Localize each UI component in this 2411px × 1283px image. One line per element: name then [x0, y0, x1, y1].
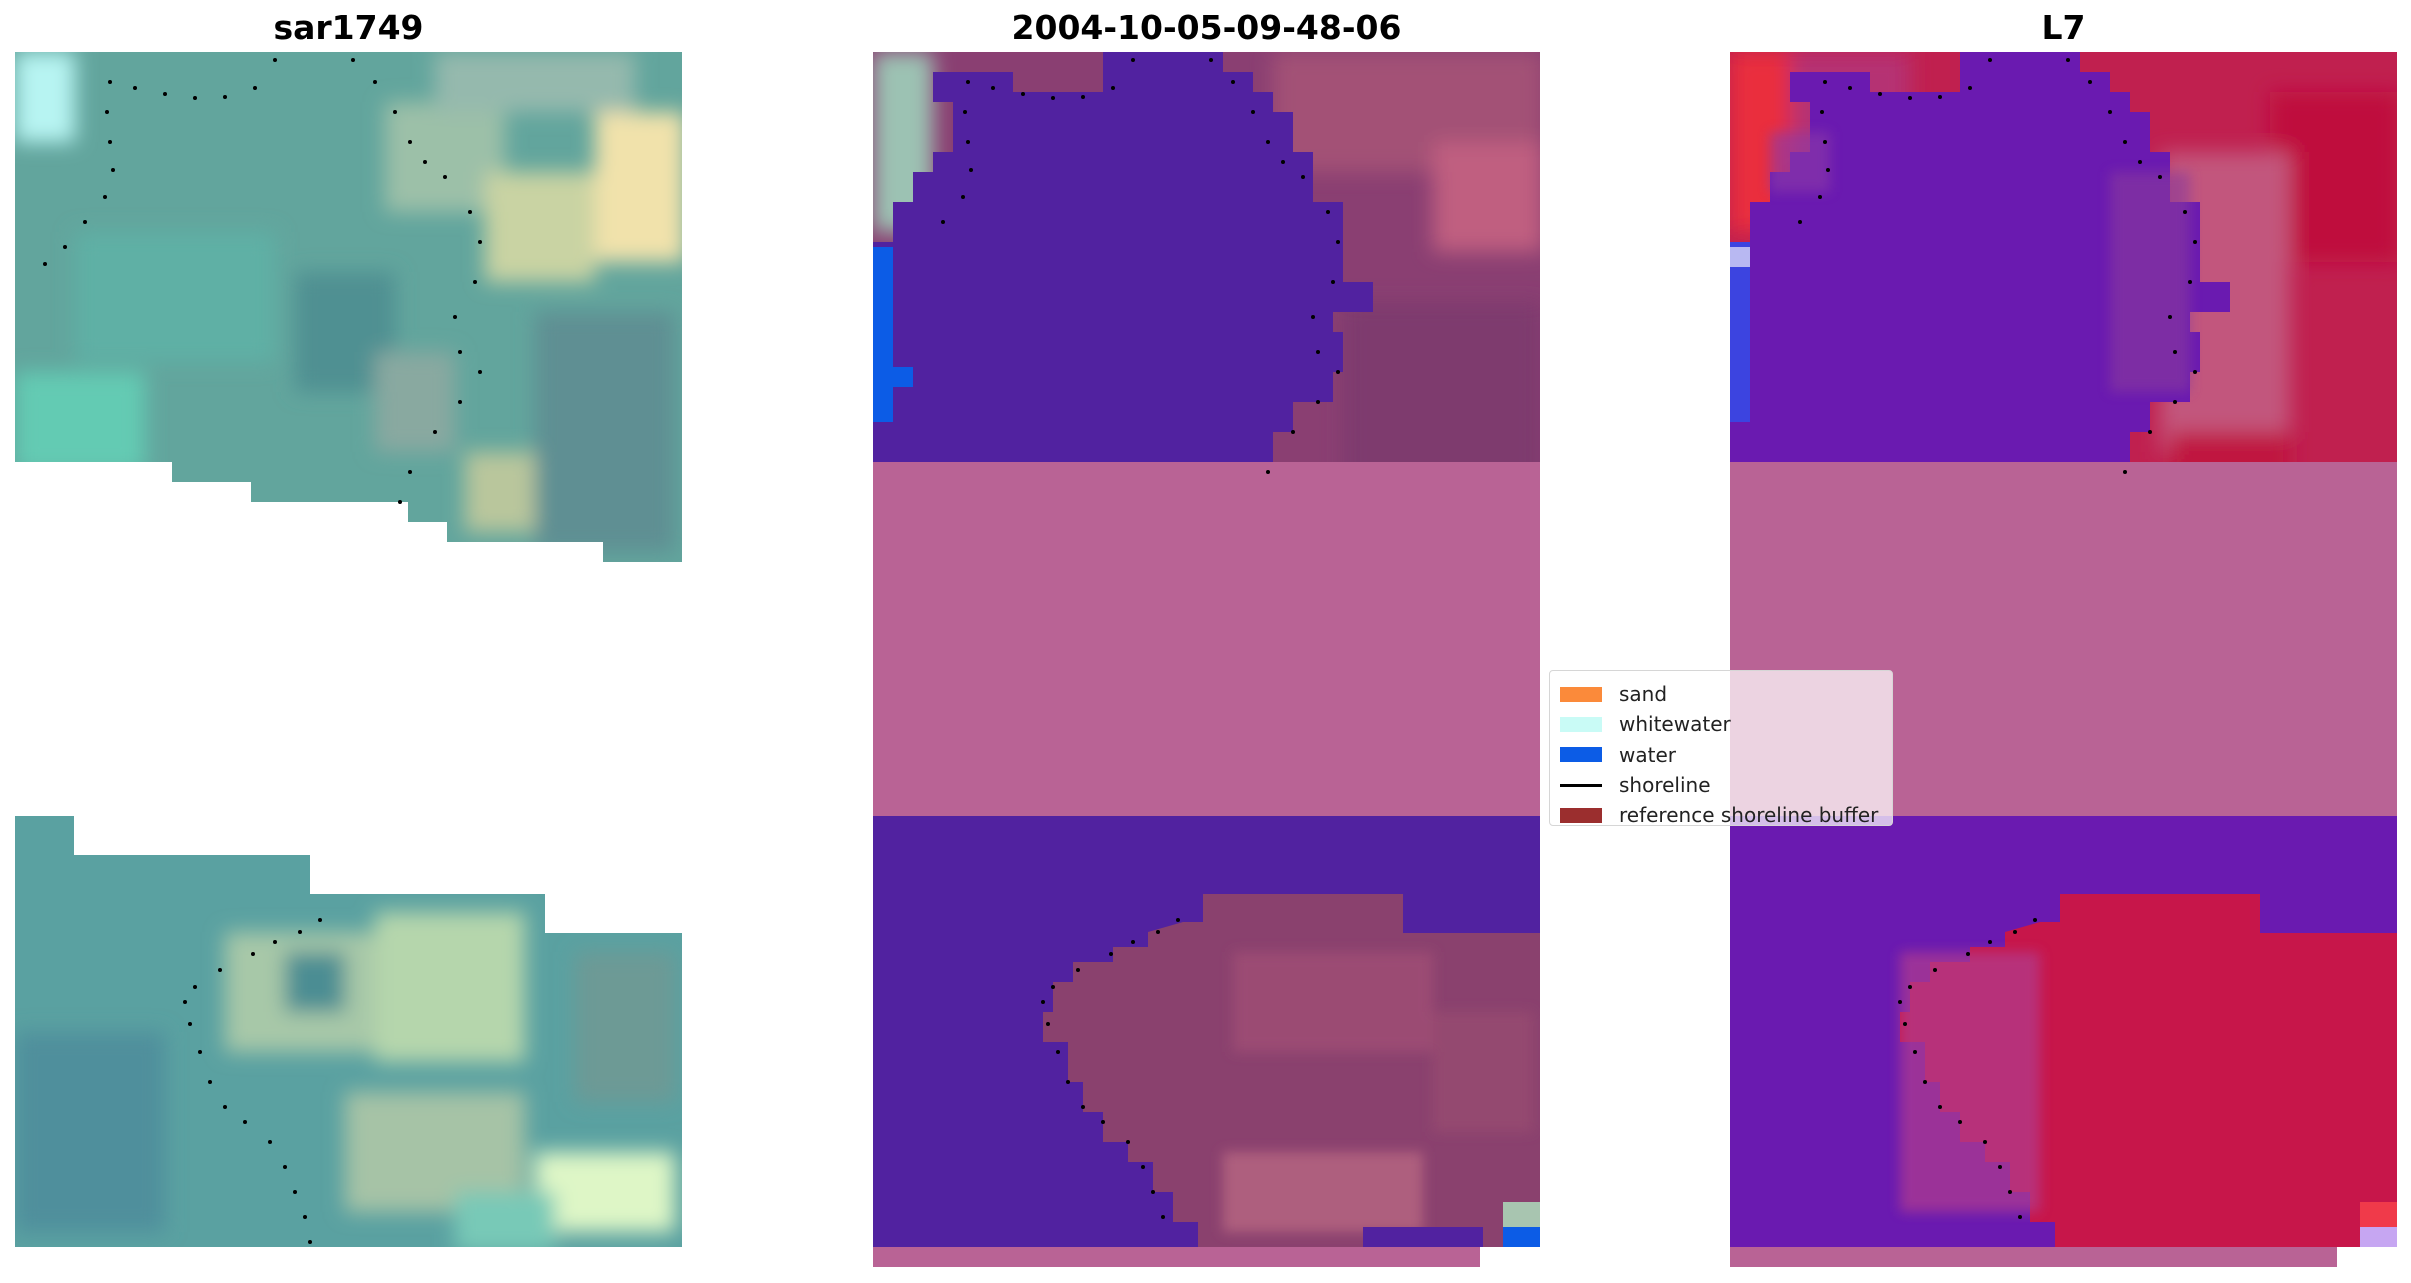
water-swatch: [1560, 747, 1602, 763]
whitewater-swatch: [1560, 716, 1602, 732]
classified-image-panel: [873, 52, 1540, 1272]
legend-item-sand: sand: [1560, 679, 1882, 709]
rgb-image: [15, 52, 682, 1247]
legend-item-shoreline: shoreline: [1560, 770, 1882, 800]
legend-item-water: water: [1560, 740, 1882, 770]
legend-label-reference-buffer: reference shoreline buffer: [1619, 803, 1879, 828]
legend-label-water: water: [1619, 742, 1676, 767]
legend-label-sand: sand: [1619, 682, 1668, 707]
legend-label-shoreline: shoreline: [1619, 773, 1711, 798]
shoreline-line-swatch: [1560, 783, 1602, 787]
classified-image: [873, 52, 1540, 1267]
sand-swatch: [1560, 686, 1602, 702]
legend: sand whitewater water shoreline referenc…: [1549, 670, 1893, 827]
legend-item-whitewater: whitewater: [1560, 709, 1882, 739]
rgb-image-panel: [15, 52, 682, 1262]
panel-title-index: L7: [2041, 8, 2086, 47]
panel-title-rgb: sar1749: [273, 8, 424, 47]
legend-label-whitewater: whitewater: [1619, 712, 1731, 737]
legend-item-reference-buffer: reference shoreline buffer: [1560, 800, 1882, 830]
index-image: [1730, 52, 2397, 1267]
panel-title-classified: 2004-10-05-09-48-06: [1011, 8, 1402, 47]
reference-buffer-swatch: [1560, 807, 1602, 823]
index-image-panel: [1730, 52, 2397, 1272]
